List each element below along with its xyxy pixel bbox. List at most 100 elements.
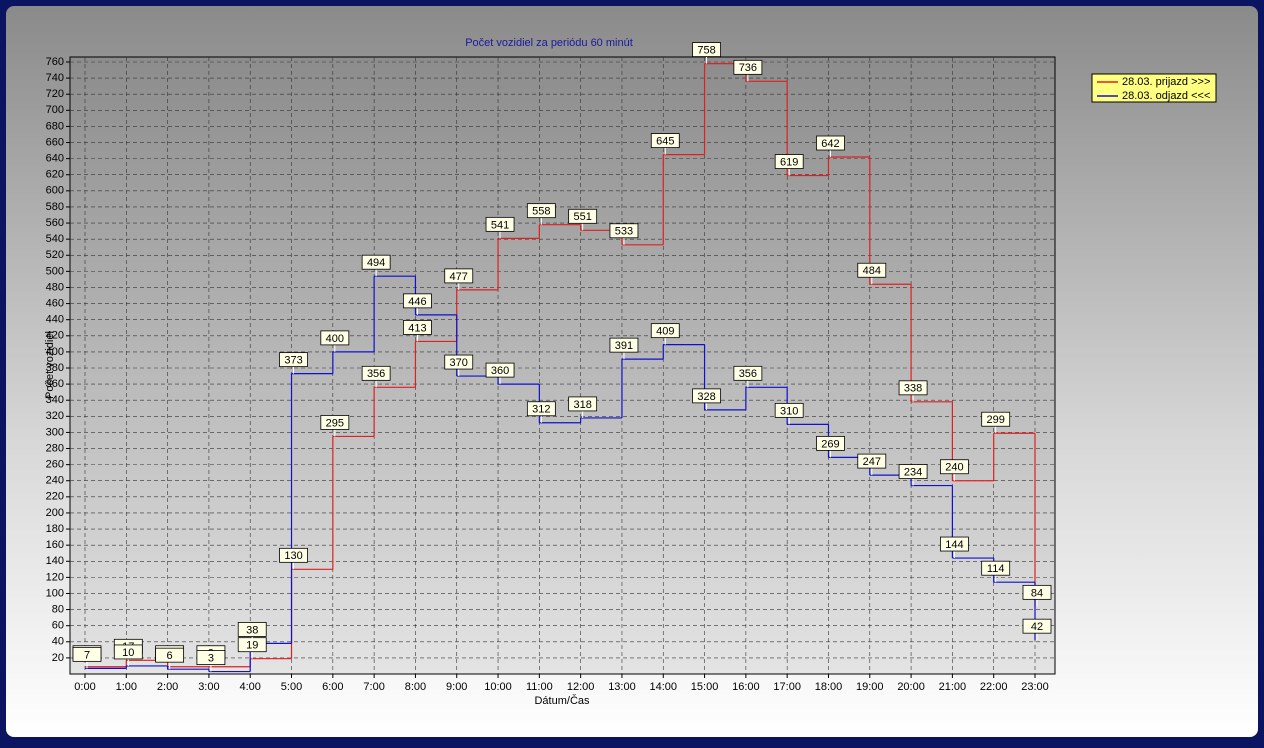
value-label: 42 bbox=[1031, 621, 1043, 633]
value-label-box bbox=[609, 337, 639, 353]
x-tick-label: 19:00 bbox=[856, 681, 884, 693]
value-label: 247 bbox=[863, 456, 881, 468]
y-tick-label: 380 bbox=[46, 362, 64, 374]
value-label-box bbox=[444, 268, 474, 284]
value-label-box bbox=[733, 59, 763, 75]
y-tick-label: 360 bbox=[46, 378, 64, 390]
value-label: 619 bbox=[780, 156, 798, 168]
value-label: 114 bbox=[987, 563, 1005, 575]
value-label-box bbox=[939, 459, 969, 475]
value-label: 373 bbox=[284, 355, 302, 367]
y-tick-label: 120 bbox=[46, 571, 64, 583]
value-label: 6 bbox=[167, 650, 173, 662]
x-tick-label: 8:00 bbox=[405, 681, 426, 693]
value-label: 7 bbox=[84, 649, 90, 661]
x-tick-label: 11:00 bbox=[526, 681, 553, 693]
y-tick-label: 540 bbox=[46, 233, 64, 245]
value-label-box bbox=[816, 435, 845, 451]
y-tick-label: 600 bbox=[46, 185, 64, 197]
value-label-box bbox=[237, 622, 267, 637]
value-label: 477 bbox=[450, 271, 468, 283]
value-label: 130 bbox=[284, 550, 302, 562]
x-tick-label: 12:00 bbox=[567, 681, 595, 693]
value-label-box bbox=[526, 401, 556, 417]
value-label: 84 bbox=[1031, 587, 1043, 599]
y-tick-label: 520 bbox=[46, 249, 64, 261]
value-label: 551 bbox=[573, 211, 591, 223]
value-label-box bbox=[692, 42, 721, 58]
y-tick-label: 260 bbox=[46, 459, 64, 471]
value-label-box bbox=[155, 647, 185, 663]
x-tick-label: 23:00 bbox=[1021, 681, 1049, 693]
value-label: 338 bbox=[904, 383, 922, 395]
x-tick-label: 1:00 bbox=[116, 681, 137, 693]
value-label-box bbox=[485, 216, 515, 232]
y-tick-label: 640 bbox=[46, 153, 64, 165]
value-label-box bbox=[733, 365, 763, 381]
value-label: 645 bbox=[656, 136, 674, 148]
value-label: 19 bbox=[246, 640, 258, 652]
value-label-box bbox=[485, 362, 515, 378]
value-label: 541 bbox=[491, 219, 509, 231]
value-label: 356 bbox=[367, 368, 385, 380]
value-label-box bbox=[1022, 584, 1052, 600]
y-tick-label: 700 bbox=[46, 104, 64, 116]
value-label: 3 bbox=[208, 652, 214, 664]
y-tick-label: 60 bbox=[52, 620, 64, 632]
x-axis-title: Dátum/Čas bbox=[534, 694, 590, 707]
y-tick-label: 720 bbox=[46, 88, 64, 100]
y-tick-label: 40 bbox=[52, 636, 64, 648]
value-label-box bbox=[981, 411, 1011, 427]
value-label-box bbox=[361, 254, 391, 270]
y-tick-label: 580 bbox=[46, 201, 64, 213]
y-tick-label: 740 bbox=[46, 72, 64, 84]
value-label-box bbox=[526, 203, 556, 219]
value-label-box bbox=[774, 402, 804, 418]
value-label: 38 bbox=[246, 624, 258, 636]
y-tick-label: 420 bbox=[46, 330, 64, 342]
value-label: 413 bbox=[408, 322, 426, 334]
value-label-box bbox=[279, 547, 308, 563]
value-label-box bbox=[650, 323, 680, 339]
legend-label: 28.03. prijazd >>> bbox=[1122, 76, 1210, 88]
value-label: 310 bbox=[780, 405, 798, 417]
value-label: 144 bbox=[945, 539, 963, 551]
y-tick-label: 220 bbox=[46, 491, 64, 503]
y-tick-label: 400 bbox=[46, 346, 64, 358]
plot-area bbox=[69, 56, 1056, 675]
x-tick-label: 2:00 bbox=[157, 681, 178, 693]
x-tick-label: 20:00 bbox=[897, 681, 925, 693]
y-tick-label: 340 bbox=[46, 394, 64, 406]
value-label-box bbox=[774, 154, 804, 169]
value-label-box bbox=[816, 135, 845, 151]
x-tick-label: 6:00 bbox=[322, 681, 343, 693]
y-tick-label: 620 bbox=[46, 169, 64, 181]
value-label: 736 bbox=[739, 62, 757, 74]
value-label: 558 bbox=[532, 206, 550, 218]
value-label: 318 bbox=[573, 399, 591, 411]
x-tick-label: 14:00 bbox=[649, 681, 677, 693]
y-tick-label: 680 bbox=[46, 120, 64, 132]
value-label-box bbox=[403, 320, 432, 335]
x-tick-label: 18:00 bbox=[815, 681, 843, 693]
value-label-box bbox=[650, 133, 680, 149]
value-label: 642 bbox=[821, 138, 839, 150]
value-label-box bbox=[568, 208, 598, 224]
value-label: 370 bbox=[450, 357, 468, 369]
y-tick-label: 140 bbox=[46, 555, 64, 567]
value-label-box bbox=[568, 396, 598, 412]
value-label: 269 bbox=[821, 438, 839, 450]
value-label: 328 bbox=[697, 391, 715, 403]
value-label-box bbox=[403, 293, 432, 309]
value-label-box bbox=[939, 536, 969, 552]
y-tick-label: 300 bbox=[46, 426, 64, 438]
value-label: 299 bbox=[987, 414, 1005, 426]
value-label-box bbox=[857, 453, 887, 469]
legend bbox=[1091, 73, 1217, 103]
y-tick-label: 440 bbox=[46, 314, 64, 326]
x-tick-label: 13:00 bbox=[608, 681, 636, 693]
y-tick-label: 320 bbox=[46, 410, 64, 422]
x-tick-label: 10:00 bbox=[484, 681, 512, 693]
value-label: 356 bbox=[739, 368, 757, 380]
